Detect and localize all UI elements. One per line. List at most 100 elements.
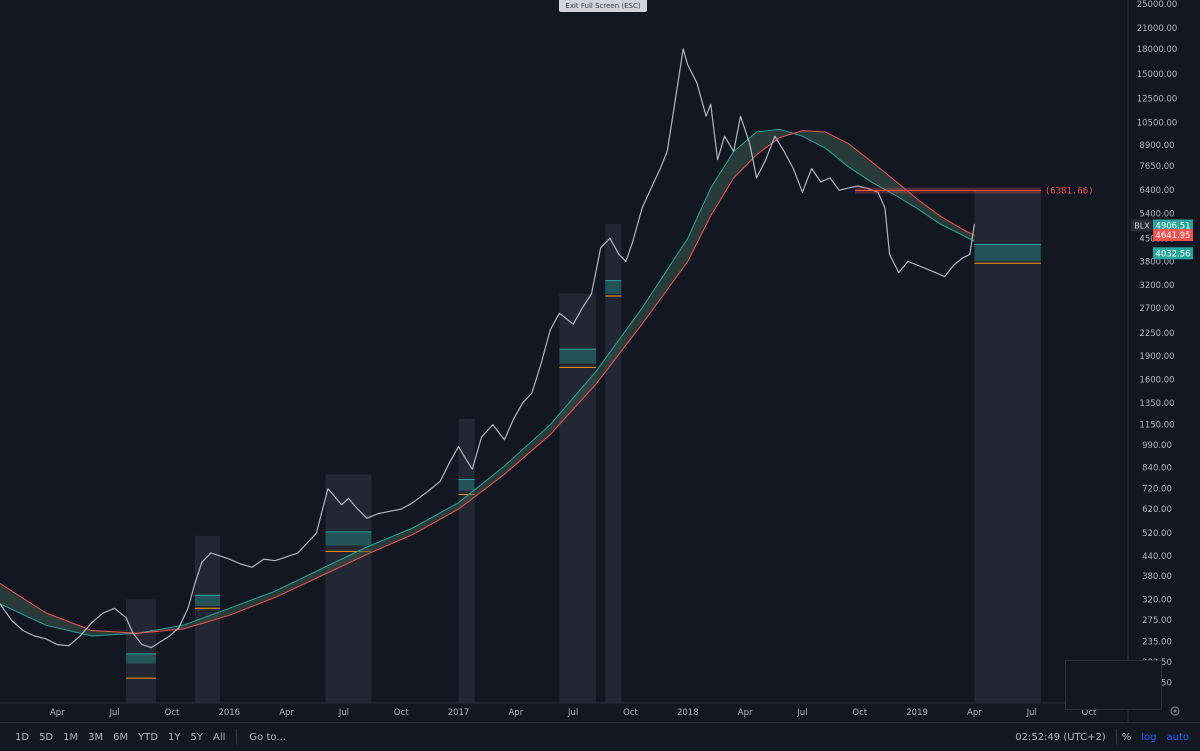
shaded-zone-6 bbox=[974, 190, 1041, 703]
x-tick-label: Jul bbox=[338, 708, 349, 718]
symbol-label-bg bbox=[1131, 219, 1153, 232]
x-tick-label: Oct bbox=[623, 708, 638, 718]
ma-green-line bbox=[0, 128, 975, 637]
x-tick-label: 2017 bbox=[448, 708, 470, 718]
x-tick-label: 2018 bbox=[677, 708, 699, 718]
bottom-toolbar: 1D 5D 1M 3M 6M YTD 1Y 5Y All Go to... 02… bbox=[0, 722, 1200, 751]
y-tick-label: 620.00 bbox=[1142, 505, 1172, 515]
goto-date-button[interactable]: Go to... bbox=[249, 731, 286, 743]
zone-green-band-5 bbox=[605, 280, 622, 294]
right-toolbar: 02:52:49 (UTC+2) % log auto bbox=[1005, 723, 1194, 751]
x-tick-label: Apr bbox=[967, 708, 982, 718]
x-tick-label: Jul bbox=[1026, 708, 1037, 718]
moving-average-band bbox=[0, 128, 975, 637]
y-tick-label: 1150.00 bbox=[1139, 421, 1174, 431]
level-label-bg bbox=[1153, 247, 1193, 260]
symbol-label: BLX bbox=[1134, 221, 1150, 230]
y-tick-label: 275.00 bbox=[1142, 616, 1172, 626]
x-tick-label: Jul bbox=[567, 708, 578, 718]
y-tick-label: 15000.00 bbox=[1137, 70, 1178, 80]
resistance-label: (6381.66) bbox=[1045, 187, 1094, 197]
shaded-zones bbox=[126, 190, 1041, 704]
y-tick-label: 520.00 bbox=[1142, 529, 1172, 539]
shaded-zone-3 bbox=[458, 418, 475, 703]
range-3m-button[interactable]: 3M bbox=[88, 731, 104, 743]
y-tick-label: 10500.00 bbox=[1137, 119, 1178, 129]
zone-green-band-6 bbox=[974, 244, 1041, 262]
y-tick-label: 18000.00 bbox=[1137, 45, 1178, 55]
toolbar-divider bbox=[1115, 729, 1117, 745]
log-scale-button[interactable]: log bbox=[1141, 731, 1157, 743]
level-label: 4032.56 bbox=[1155, 249, 1190, 259]
range-6m-button[interactable]: 6M bbox=[113, 731, 129, 743]
shaded-zone-2 bbox=[325, 474, 372, 703]
y-tick-label: 380.00 bbox=[1142, 572, 1172, 582]
y-tick-label: 720.00 bbox=[1142, 485, 1172, 495]
range-all-button[interactable]: All bbox=[213, 731, 226, 743]
y-tick-label: 3200.00 bbox=[1139, 281, 1174, 291]
last-price-label-bg bbox=[1153, 219, 1193, 232]
toolbar-divider bbox=[236, 729, 238, 745]
y-tick-label: 3800.00 bbox=[1139, 257, 1174, 267]
range-ytd-button[interactable]: YTD bbox=[138, 731, 159, 743]
settings-icon[interactable] bbox=[1170, 706, 1180, 716]
level-label-bg bbox=[1153, 229, 1193, 242]
price-axis[interactable]: 25000.00 21000.00 18000.00 15000.00 12500.00… bbox=[1137, 0, 1178, 688]
ma-cloud bbox=[0, 129, 975, 636]
range-1m-button[interactable]: 1M bbox=[63, 731, 79, 743]
zone-green-band-2 bbox=[325, 531, 372, 546]
percent-scale-button[interactable]: % bbox=[1121, 731, 1132, 743]
x-tick-label: Jul bbox=[109, 708, 120, 718]
y-tick-label: 320.00 bbox=[1142, 595, 1172, 605]
y-tick-label: 25000.00 bbox=[1137, 0, 1178, 10]
x-tick-label: Oct bbox=[165, 708, 180, 718]
x-tick-label: Apr bbox=[50, 708, 65, 718]
zone-green-band-3 bbox=[458, 479, 475, 491]
time-axis[interactable]: Apr Jul Oct 2016 Apr Jul Oct 2017 Apr Jul Oct 2018 A… bbox=[50, 708, 1097, 718]
zone-green-band-1 bbox=[194, 595, 221, 607]
x-tick-label: 2016 bbox=[218, 708, 240, 718]
price-line bbox=[0, 48, 975, 649]
price-series bbox=[0, 48, 975, 649]
y-tick-label: 8900.00 bbox=[1139, 141, 1174, 151]
zone-green-band-4 bbox=[559, 349, 597, 364]
price-chart[interactable]: (6381.66) 25000.00 21000.00 18000.00 15000.… bbox=[0, 0, 1200, 722]
range-1y-button[interactable]: 1Y bbox=[168, 731, 181, 743]
y-tick-label: 990.00 bbox=[1142, 441, 1172, 451]
y-tick-label: 440.00 bbox=[1142, 552, 1172, 562]
y-tick-label: 1350.00 bbox=[1139, 399, 1174, 409]
y-tick-label: 1900.00 bbox=[1139, 352, 1174, 362]
y-tick-label: 840.00 bbox=[1142, 464, 1172, 474]
x-tick-label: 2019 bbox=[906, 708, 928, 718]
y-tick-label: 2250.00 bbox=[1139, 329, 1174, 339]
shaded-zone-4 bbox=[559, 293, 597, 703]
y-tick-label: 7650.00 bbox=[1139, 162, 1174, 172]
y-tick-label: 2700.00 bbox=[1139, 304, 1174, 314]
x-tick-label: Oct bbox=[394, 708, 409, 718]
shaded-zone-0 bbox=[126, 599, 156, 703]
x-tick-label: Oct bbox=[852, 708, 867, 718]
x-tick-label: Jul bbox=[796, 708, 807, 718]
y-tick-label: 235.00 bbox=[1142, 638, 1172, 648]
exit-fullscreen-button[interactable]: Exit Full Screen (ESC) bbox=[559, 0, 647, 12]
last-price-label: 4906.51 bbox=[1155, 221, 1190, 231]
y-tick-label: 1600.00 bbox=[1139, 376, 1174, 386]
y-tick-label: 21000.00 bbox=[1137, 24, 1178, 34]
y-tick-label: 6400.00 bbox=[1139, 186, 1174, 196]
clock[interactable]: 02:52:49 (UTC+2) bbox=[1015, 731, 1106, 743]
range-1d-button[interactable]: 1D bbox=[15, 731, 30, 743]
resistance-line: (6381.66) bbox=[855, 187, 1094, 197]
range-5d-button[interactable]: 5D bbox=[39, 731, 54, 743]
ma-red-line bbox=[0, 130, 975, 634]
zone-green-band-0 bbox=[126, 653, 156, 664]
y-tick-label: 5400.00 bbox=[1139, 209, 1174, 219]
x-tick-label: Apr bbox=[508, 708, 523, 718]
range-5y-button[interactable]: 5Y bbox=[190, 731, 204, 743]
auto-scale-button[interactable]: auto bbox=[1166, 731, 1189, 743]
y-tick-label: 12500.00 bbox=[1137, 95, 1178, 105]
x-tick-label: Apr bbox=[738, 708, 753, 718]
level-label: 4641.95 bbox=[1155, 231, 1190, 241]
x-tick-label: Oct bbox=[1082, 708, 1097, 718]
minimap-thumbnail[interactable] bbox=[1065, 660, 1162, 710]
